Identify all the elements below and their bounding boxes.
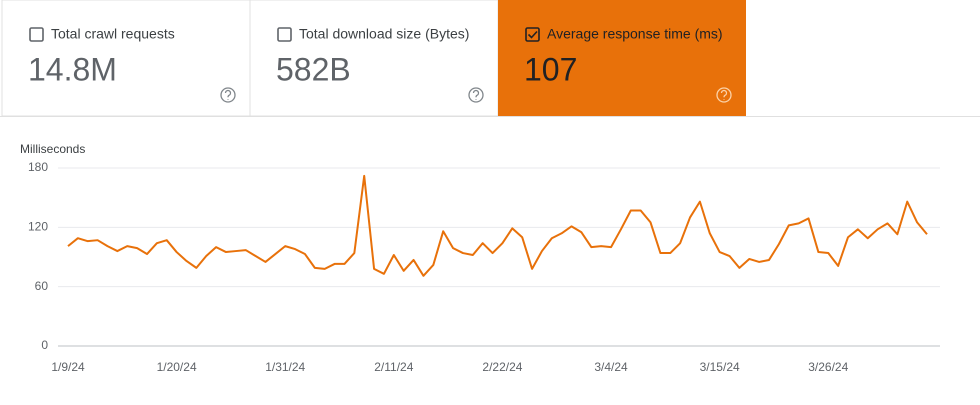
checkbox[interactable] — [29, 27, 44, 42]
x-tick-label: 3/26/24 — [808, 360, 848, 374]
x-tick-label: 1/20/24 — [157, 360, 197, 374]
metric-value: 14.8M — [28, 51, 117, 87]
metric-label: Average response time (ms) — [547, 26, 723, 42]
checkbox[interactable] — [525, 27, 540, 42]
x-tick-label: 3/4/24 — [594, 360, 628, 374]
y-tick-label: 120 — [28, 220, 48, 234]
metric-label: Total download size (Bytes) — [299, 26, 469, 42]
metric-value: 582B — [276, 51, 351, 87]
help-icon[interactable] — [716, 87, 732, 103]
x-tick-label: 2/22/24 — [482, 360, 522, 374]
help-icon[interactable] — [220, 87, 236, 103]
data-line — [67, 174, 928, 277]
metric-value: 107 — [524, 51, 577, 87]
checkmark — [527, 30, 538, 39]
metric-card[interactable] — [1, 0, 251, 117]
help-icon[interactable] — [468, 87, 484, 103]
y-tick-label: 180 — [28, 160, 48, 174]
checkbox[interactable] — [277, 27, 292, 42]
x-tick-label: 2/11/24 — [374, 360, 413, 374]
x-tick-label: 1/31/24 — [265, 360, 305, 374]
x-tick-label: 1/9/24 — [51, 360, 85, 374]
metric-label: Total crawl requests — [51, 26, 175, 42]
metric-card[interactable] — [498, 0, 746, 116]
help-mark — [472, 89, 480, 100]
x-tick-label: 3/15/24 — [700, 360, 740, 374]
y-tick-label: 60 — [35, 279, 49, 293]
y-axis-title: Milliseconds — [20, 142, 85, 156]
help-mark — [720, 89, 728, 100]
y-tick-label: 0 — [41, 338, 48, 352]
help-mark — [224, 89, 232, 100]
